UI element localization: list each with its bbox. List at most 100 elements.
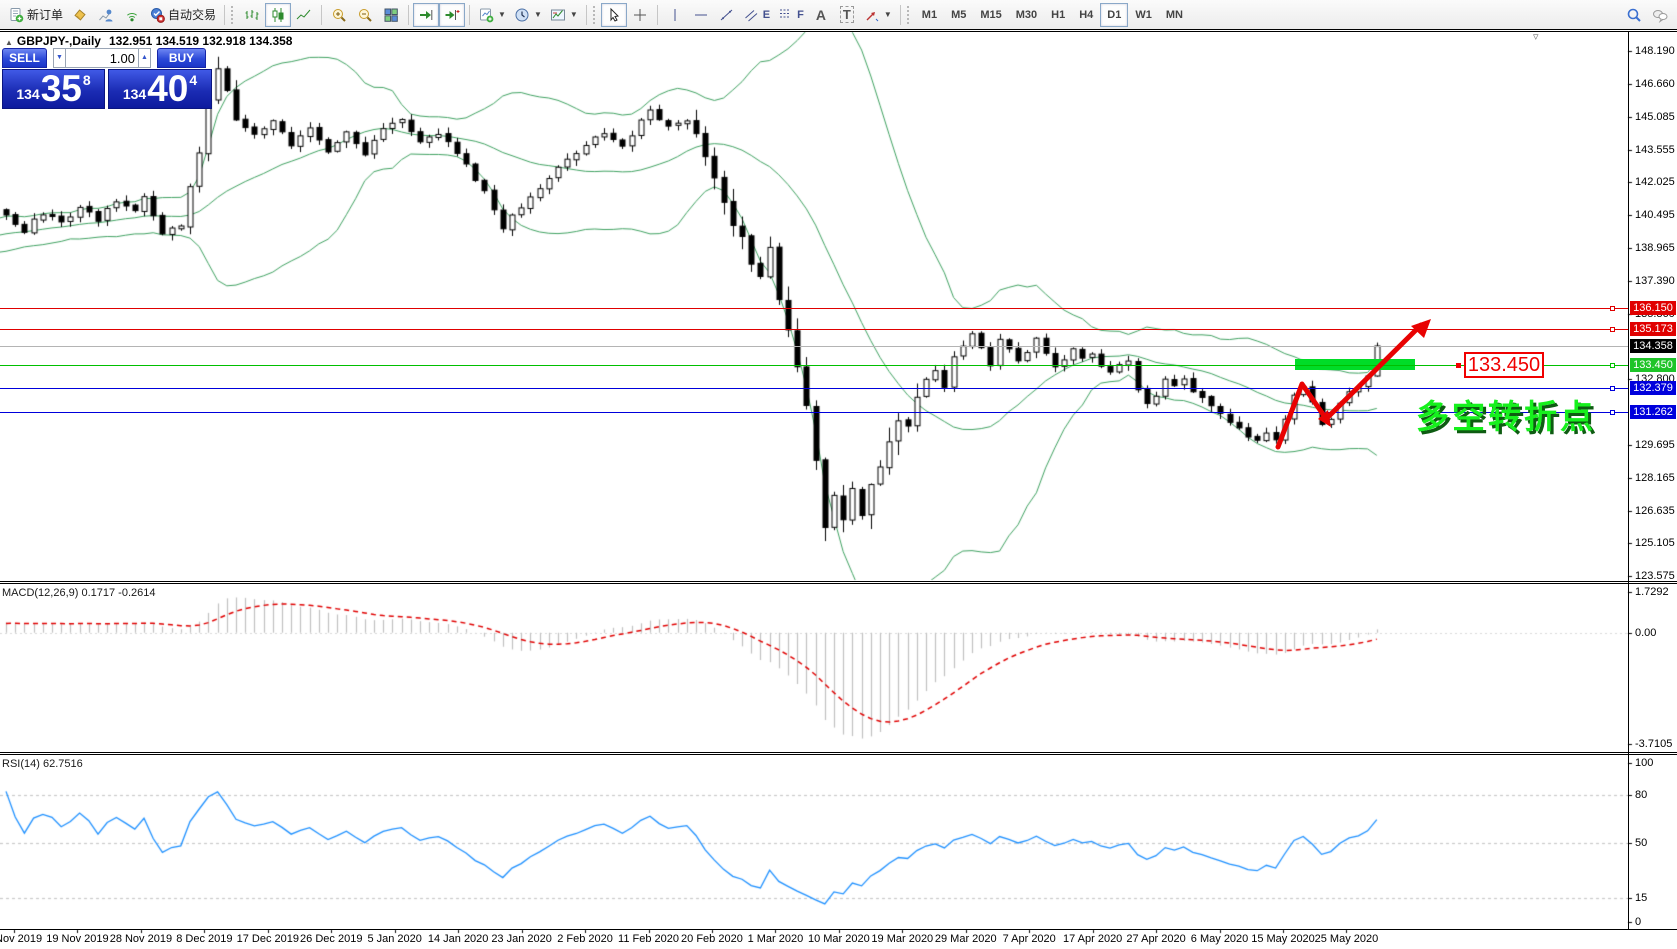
equidistant-channel-button[interactable]: E xyxy=(740,3,774,27)
timeframe-button-H4[interactable]: H4 xyxy=(1072,3,1100,27)
price-tick-label: 140.495 xyxy=(1635,209,1675,221)
toolbar-separator xyxy=(321,5,322,25)
hline-handle[interactable] xyxy=(1610,386,1615,391)
toolbar-separator xyxy=(469,5,470,25)
chart-canvas[interactable] xyxy=(0,0,1677,949)
hline-handle[interactable] xyxy=(1610,363,1615,368)
date-axis-label: 1 Mar 2020 xyxy=(748,933,804,945)
zoom-in-button[interactable] xyxy=(326,3,352,27)
search-button[interactable] xyxy=(1621,3,1647,27)
chat-icon xyxy=(1652,7,1668,23)
toolbar-grip[interactable] xyxy=(593,6,596,24)
timeframe-button-M15[interactable]: M15 xyxy=(973,3,1008,27)
volume-increase-button[interactable]: ▲ xyxy=(138,48,151,68)
dropdown-arrow-icon[interactable]: ▼ xyxy=(884,10,892,19)
line-chart-button[interactable] xyxy=(291,3,317,27)
zoom-group xyxy=(326,0,404,29)
autoscroll-icon xyxy=(418,7,434,23)
timeframe-button-MN[interactable]: MN xyxy=(1159,3,1190,27)
turning-point-annotation[interactable]: 多空转折点 xyxy=(1416,390,1596,438)
crosshair-button[interactable] xyxy=(627,3,653,27)
autotrading-button[interactable]: 自动交易 xyxy=(145,3,220,27)
timeframe-button-M30[interactable]: M30 xyxy=(1009,3,1044,27)
text-button[interactable]: A xyxy=(808,3,834,27)
date-axis-label: 14 Jan 2020 xyxy=(428,933,489,945)
hline-handle[interactable] xyxy=(1610,410,1615,415)
timeframe-button-W1[interactable]: W1 xyxy=(1128,3,1159,27)
volume-input[interactable] xyxy=(66,48,138,68)
autoscroll-button[interactable] xyxy=(413,3,439,27)
toolbar-separator xyxy=(224,5,225,25)
templates-icon xyxy=(550,7,566,23)
bar-chart-icon xyxy=(244,7,260,23)
equidistant-channel-icon xyxy=(744,7,760,23)
buy-button[interactable]: BUY xyxy=(157,48,206,68)
text-icon: A xyxy=(816,7,826,23)
signals-button[interactable] xyxy=(119,3,145,27)
date-axis-label: 15 May 2020 xyxy=(1251,933,1315,945)
horizontal-line-button[interactable] xyxy=(688,3,714,27)
vertical-line-button[interactable] xyxy=(662,3,688,27)
templates-button[interactable]: ▼ xyxy=(546,3,582,27)
date-axis-label: 25 May 2020 xyxy=(1315,933,1379,945)
date-axis-label: 17 Dec 2019 xyxy=(237,933,299,945)
date-axis-label: 23 Jan 2020 xyxy=(491,933,552,945)
collapse-triangle-icon[interactable]: ▲ xyxy=(5,38,13,47)
price-hline[interactable] xyxy=(0,346,1628,347)
periods-button[interactable]: ▼ xyxy=(510,3,546,27)
price-hline[interactable] xyxy=(0,329,1628,330)
date-axis-label: 17 Apr 2020 xyxy=(1063,933,1122,945)
rsi-separator[interactable] xyxy=(0,752,1677,753)
zoom-out-button[interactable] xyxy=(352,3,378,27)
price-hline[interactable] xyxy=(0,412,1628,413)
timeframe-button-D1[interactable]: D1 xyxy=(1100,3,1128,27)
rsi-axis-label: 15 xyxy=(1635,892,1647,904)
chart-shift-marker-icon[interactable]: ▿ xyxy=(1533,30,1539,43)
chart-shift-button[interactable] xyxy=(439,3,465,27)
sell-price-display[interactable]: 134 35 8 xyxy=(2,69,105,109)
chart-symbol-period: GBPJPY-,Daily xyxy=(17,34,101,48)
dropdown-arrow-icon[interactable]: ▼ xyxy=(534,10,542,19)
toolbar-grip[interactable] xyxy=(231,6,234,24)
callout-handle[interactable] xyxy=(1456,363,1461,368)
timeframe-button-M5[interactable]: M5 xyxy=(944,3,973,27)
hline-handle[interactable] xyxy=(1610,306,1615,311)
date-axis-label: 2 Feb 2020 xyxy=(557,933,613,945)
volume-decrease-button[interactable]: ▼ xyxy=(53,48,66,68)
timeframe-button-H1[interactable]: H1 xyxy=(1044,3,1072,27)
price-tick-label: 137.390 xyxy=(1635,275,1675,287)
chat-button[interactable] xyxy=(1647,3,1673,27)
sell-button[interactable]: SELL xyxy=(2,48,47,68)
search-icon xyxy=(1626,7,1642,23)
rsi-separator-2[interactable] xyxy=(0,754,1677,755)
new-order-button[interactable]: 新订单 xyxy=(4,3,67,27)
macd-separator-2[interactable] xyxy=(0,583,1677,584)
fibonacci-button[interactable]: F xyxy=(774,3,808,27)
trendline-button[interactable] xyxy=(714,3,740,27)
cursor-group xyxy=(601,0,653,29)
cursor-button[interactable] xyxy=(601,3,627,27)
bar-chart-button[interactable] xyxy=(239,3,265,27)
price-hline[interactable] xyxy=(0,308,1628,309)
hline-handle[interactable] xyxy=(1610,327,1615,332)
horizontal-line-icon xyxy=(693,7,709,23)
dropdown-arrow-icon[interactable]: ▼ xyxy=(498,10,506,19)
text-label-button[interactable]: T xyxy=(834,3,860,27)
price-hline[interactable] xyxy=(0,365,1628,366)
buy-price-display[interactable]: 134 40 4 xyxy=(108,69,212,109)
arrows-button[interactable]: ▼ xyxy=(860,3,896,27)
price-hline[interactable] xyxy=(0,388,1628,389)
signals-icon xyxy=(124,7,140,23)
profiles-button[interactable] xyxy=(67,3,93,27)
chart-shift-icon xyxy=(444,7,460,23)
market-watch-button[interactable] xyxy=(93,3,119,27)
macd-separator[interactable] xyxy=(0,581,1677,582)
dropdown-arrow-icon[interactable]: ▼ xyxy=(570,10,578,19)
toolbar-grip[interactable] xyxy=(907,6,910,24)
timeframe-button-M1[interactable]: M1 xyxy=(915,3,944,27)
new-chart-button[interactable]: ▼ xyxy=(474,3,510,27)
macd-label: MACD(12,26,9) 0.1717 -0.2614 xyxy=(2,587,155,599)
price-callout-label[interactable]: 133.450 xyxy=(1464,352,1544,378)
tile-windows-button[interactable] xyxy=(378,3,404,27)
candlestick-chart-button[interactable] xyxy=(265,3,291,27)
